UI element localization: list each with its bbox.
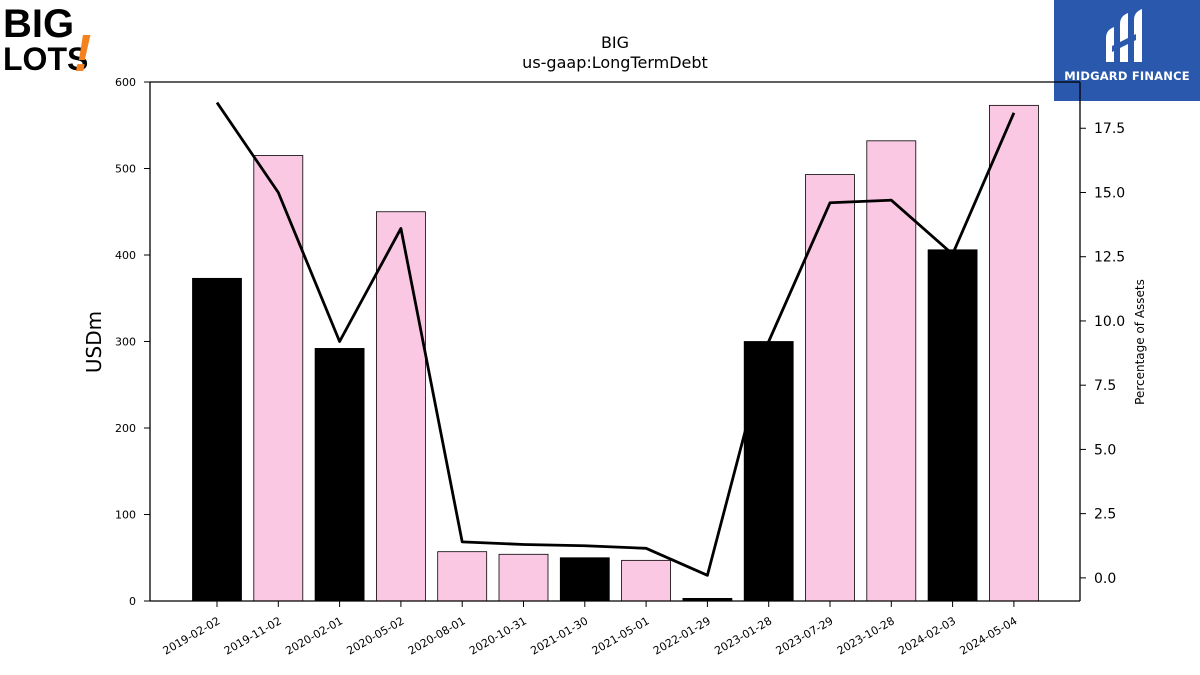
x-tick-label: 2023-01-28 — [712, 614, 774, 657]
y2-tick-label: 5.0 — [1094, 442, 1116, 458]
x-tick-label: 2021-01-30 — [528, 614, 590, 657]
bar-2019-02-02 — [192, 277, 242, 602]
y2-tick-label: 15.0 — [1094, 185, 1125, 201]
x-tick-label: 2020-08-01 — [406, 614, 468, 657]
x-tick-label: 2022-01-29 — [651, 614, 713, 657]
y-tick-label: 600 — [115, 76, 136, 89]
bar-2020-02-01 — [314, 348, 365, 602]
logo-lots-text: LOTS — [3, 41, 88, 77]
bar-2023-01-28 — [743, 341, 794, 602]
y2-tick-label: 12.5 — [1094, 250, 1125, 266]
bar-2020-08-01 — [437, 551, 488, 602]
x-tick-label: 2020-10-31 — [467, 614, 529, 657]
y-tick-label: 300 — [115, 336, 136, 349]
bars-group — [192, 104, 1039, 602]
x-tick-label: 2019-11-02 — [222, 614, 284, 657]
chart-subtitle: us-gaap:LongTermDebt — [522, 53, 708, 72]
y2-tick-label: 2.5 — [1094, 507, 1116, 523]
y2-tick-label: 17.5 — [1094, 121, 1125, 137]
bar-2024-05-04 — [989, 104, 1039, 602]
y2-tick-label: 7.5 — [1094, 378, 1116, 394]
x-tick-label: 2020-05-02 — [345, 614, 407, 657]
bar-2023-10-28 — [866, 140, 917, 602]
chart-title: BIG — [601, 33, 629, 52]
bar-2020-05-02 — [375, 211, 426, 602]
x-tick-label: 2023-07-29 — [774, 614, 836, 657]
bar-2021-05-01 — [621, 559, 671, 602]
logo-big-text: BIG — [3, 2, 74, 46]
big-lots-logo: BIG LOTS ! — [3, 2, 91, 80]
x-tick-label: 2023-10-28 — [835, 614, 897, 657]
x-tick-label: 2021-05-01 — [590, 614, 652, 657]
x-tick-label: 2020-02-01 — [283, 614, 345, 657]
bar-2021-01-30 — [559, 557, 610, 602]
pct-line-group — [215, 101, 1016, 577]
midgard-finance-logo: MIDGARD FINANCE — [1054, 0, 1200, 101]
y-tick-label: 0 — [129, 595, 136, 608]
x-tick-label: 2024-05-04 — [958, 614, 1020, 657]
y-tick-label: 100 — [115, 509, 136, 522]
bar-2020-10-31 — [498, 553, 549, 602]
bar-2023-07-29 — [805, 174, 855, 602]
bar-2024-02-03 — [927, 249, 978, 602]
y-axis-label: USDm — [82, 311, 106, 373]
y2-axis-label: Percentage of Assets — [1133, 279, 1147, 405]
y2-tick-label: 0.0 — [1094, 571, 1116, 587]
logo-exclamation-mark: ! — [74, 25, 91, 80]
x-tick-label: 2019-02-02 — [161, 614, 223, 657]
pct-of-assets-line — [215, 101, 1016, 577]
midgard-finance-name: MIDGARD FINANCE — [1064, 69, 1190, 83]
y2-tick-label: 10.0 — [1094, 314, 1125, 330]
midgard-emblem-icon — [1106, 9, 1142, 62]
y-tick-label: 400 — [115, 249, 136, 262]
y-tick-label: 200 — [115, 422, 136, 435]
x-tick-label: 2024-02-03 — [896, 614, 958, 657]
bar-2019-11-02 — [253, 155, 304, 602]
y-tick-label: 500 — [115, 163, 136, 176]
